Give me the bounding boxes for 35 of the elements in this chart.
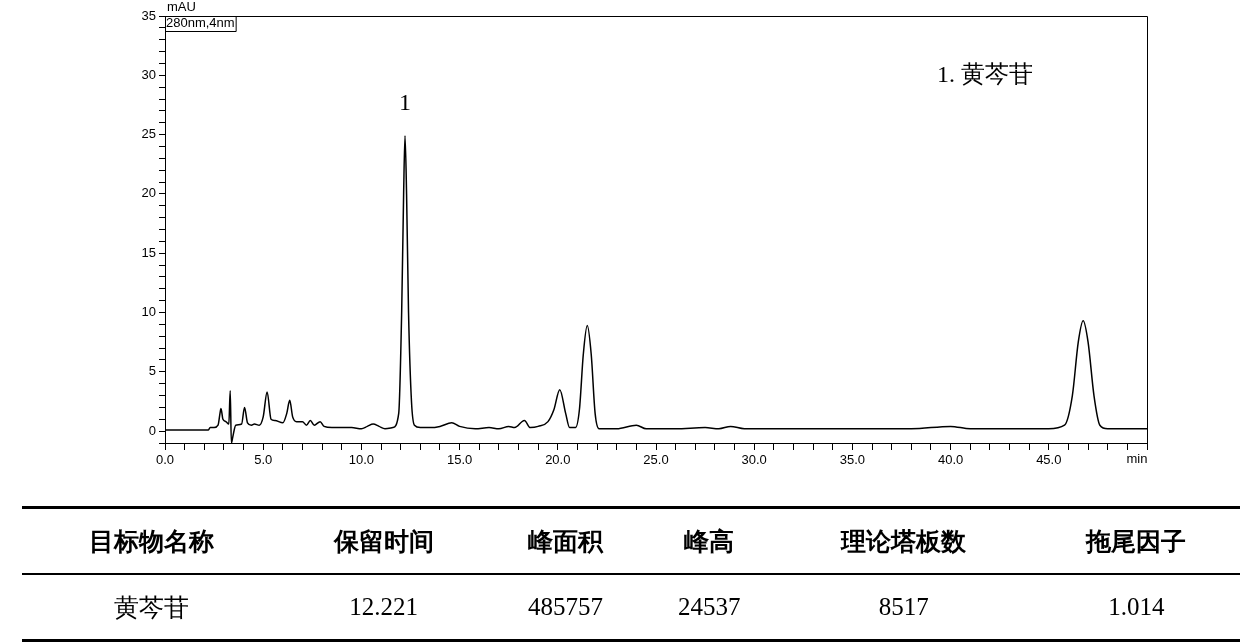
annotation: 1 [399,89,411,116]
x-axis-title: min [1126,451,1148,467]
y-axis-title: mAU [167,0,196,15]
text: 拖尾因子 [1032,507,1240,574]
x-tick-label: 15.0 [446,452,473,468]
y-tick-label: 5 [148,363,156,379]
text: 目标物名称 [22,507,281,574]
y-tick-label: 15 [141,244,156,260]
y-tick-label: 35 [141,7,156,23]
x-tick-label: 35.0 [839,452,866,468]
text: 8517 [774,574,1033,641]
text: 1.014 [1032,574,1240,641]
text: 12.221 [280,574,488,641]
x-tick-label: 40.0 [937,452,964,468]
annotation: 1. 黄芩苷 [937,61,1033,88]
x-tick-label: 10.0 [348,452,375,468]
x-tick-label: 0.0 [155,452,175,468]
text: 峰高 [643,507,775,574]
x-tick-label: 5.0 [254,452,273,468]
x-tick-label: 20.0 [545,452,571,468]
text: 485757 [487,574,644,641]
x-tick-label: 45.0 [1036,452,1062,468]
annotation: 280nm,4nm [166,15,235,31]
y-tick-label: 30 [141,66,156,82]
text: 保留时间 [280,507,488,574]
text: 峰面积 [487,507,644,574]
y-tick-label: 0 [148,422,156,438]
x-tick-label: 30.0 [741,452,767,468]
y-tick-label: 25 [141,126,156,142]
y-tick-label: 20 [141,185,156,201]
y-tick-label: 10 [141,304,156,320]
x-tick-label: 25.0 [643,452,669,468]
text: 24537 [643,574,775,641]
text: 理论塔板数 [774,507,1033,574]
text: 黄芩苷 [22,574,281,641]
